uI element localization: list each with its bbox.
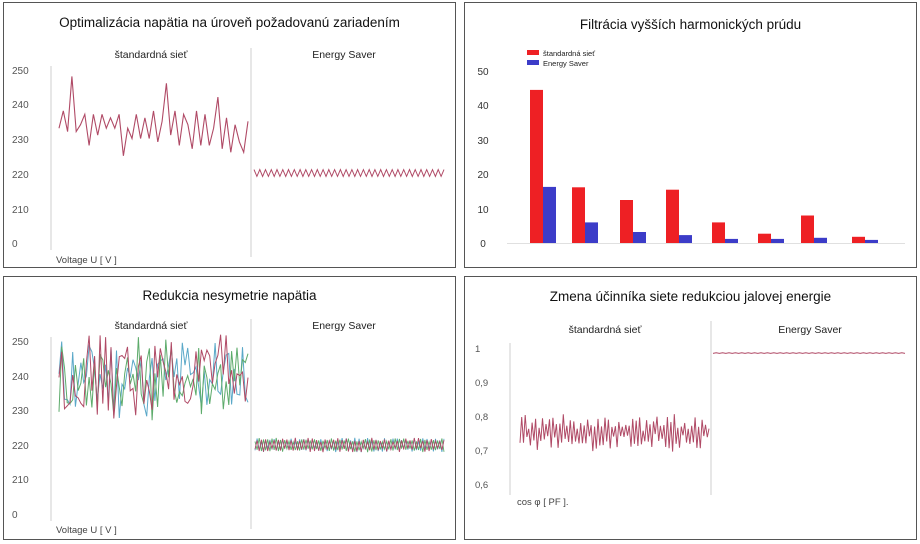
voltage-optimization-chart: 250 240 230 220 210 0 štandardná sieť Energy Sa… [12, 48, 445, 266]
bar-standard [852, 236, 865, 243]
y-tick-label: 0 [480, 239, 486, 250]
y-tick-label: 40 [477, 101, 489, 112]
voltage-asymmetry-panel: Redukcia nesymetrie napätia 250 240 230 220… [3, 276, 456, 540]
bar-energy-saver [585, 222, 598, 243]
chart-title: Filtrácia vyšších harmonických prúdu [579, 17, 802, 32]
bar-standard [666, 189, 679, 243]
legend-swatch [527, 50, 539, 55]
y-tick-label: 10 [477, 205, 489, 216]
section-label-standard: štandardná sieť [569, 324, 643, 336]
y-axis-title: Voltage U [ V ] [56, 255, 117, 266]
y-tick-label: 20 [477, 170, 489, 181]
y-tick-label: 210 [12, 205, 29, 216]
series-line-energy-saver [712, 352, 906, 354]
bar-standard [712, 222, 725, 243]
y-tick-label: 1 [475, 344, 480, 355]
section-label-standard: štandardná sieť [115, 49, 189, 61]
legend-label: Energy Saver [543, 59, 589, 68]
y-tick-label: 240 [12, 100, 29, 111]
power-factor-panel: Zmena účinníka siete redukciou jalovej e… [464, 276, 917, 540]
bar-standard [801, 215, 814, 243]
y-tick-label: 250 [12, 337, 29, 348]
bar-energy-saver [543, 186, 556, 243]
bar-energy-saver [679, 235, 692, 243]
y-tick-label: 30 [477, 136, 489, 147]
y-tick-label: 240 [12, 372, 29, 383]
y-tick-label: 220 [12, 441, 29, 452]
bar-standard [620, 200, 633, 243]
y-tick-label: 0,8 [475, 412, 488, 423]
series-line-standard-phase1 [58, 334, 249, 419]
bar-energy-saver [814, 237, 827, 243]
y-tick-label: 0 [12, 239, 18, 250]
bar-energy-saver [865, 239, 878, 243]
voltage-optimization-panel: Optimalizácia napätia na úroveň požadova… [3, 2, 456, 268]
series-line-energy-saver-phase1 [254, 437, 445, 453]
section-label-energy-saver: Energy Saver [312, 49, 376, 61]
bar-standard [572, 187, 585, 243]
y-tick-label: 0 [12, 510, 18, 521]
bar-energy-saver [725, 238, 738, 243]
series-line-energy-saver [253, 168, 445, 178]
y-tick-label: 220 [12, 170, 29, 181]
series-line-energy-saver-phase2 [254, 437, 445, 453]
y-tick-label: 0,7 [475, 446, 488, 457]
harmonics-filtration-panel: Filtrácia vyšších harmonických prúdu 50 4… [464, 2, 917, 268]
series-line-standard [519, 414, 710, 452]
legend-label: štandardná sieť [543, 49, 595, 58]
series-line-standard [58, 76, 249, 156]
series-line-standard-phase2 [58, 337, 249, 421]
y-tick-label: 0,6 [475, 480, 488, 491]
voltage-asymmetry-chart: 250 240 230 220 210 0 štandardná sieť Energy Sa… [12, 319, 445, 536]
bar-standard [758, 233, 771, 243]
y-axis-title: cos φ [ PF ]. [517, 497, 569, 508]
y-axis-title: Voltage U [ V ] [56, 525, 117, 536]
y-tick-label: 50 [477, 67, 489, 78]
y-tick-label: 210 [12, 475, 29, 486]
y-tick-label: 0,9 [475, 378, 488, 389]
power-factor-chart: 1 0,9 0,8 0,7 0,6 štandardná sieť Energy Saver… [475, 321, 906, 508]
section-label-energy-saver: Energy Saver [778, 324, 842, 336]
section-label-standard: štandardná sieť [115, 320, 189, 332]
y-tick-label: 230 [12, 406, 29, 417]
y-tick-label: 250 [12, 66, 29, 77]
section-label-energy-saver: Energy Saver [312, 320, 376, 332]
chart-title: Optimalizácia napätia na úroveň požadova… [59, 15, 400, 30]
chart-title: Zmena účinníka siete redukciou jalovej e… [549, 289, 832, 304]
legend-swatch [527, 60, 539, 65]
bar-energy-saver [633, 232, 646, 243]
bar-standard [530, 89, 543, 244]
bar-energy-saver [771, 238, 784, 243]
chart-title: Redukcia nesymetrie napätia [142, 288, 317, 303]
y-tick-label: 230 [12, 135, 29, 146]
